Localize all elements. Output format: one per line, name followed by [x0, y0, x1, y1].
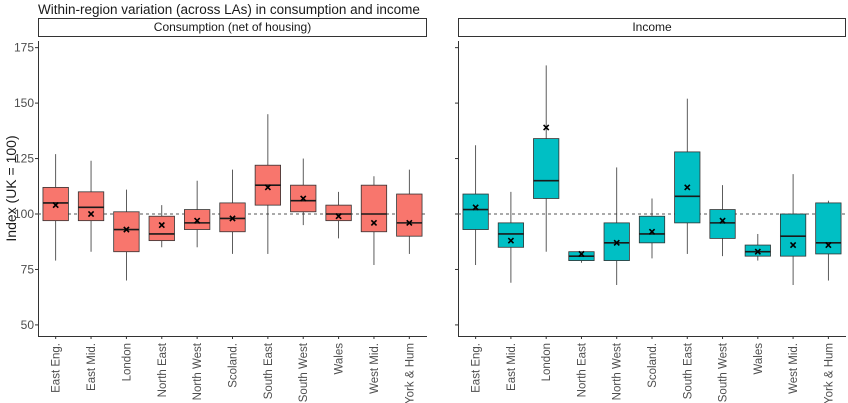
box-north-east: North East	[148, 205, 175, 397]
panel-strip-label: Income	[632, 20, 672, 34]
iqr-box	[325, 204, 352, 222]
x-tick-label: South East	[263, 342, 275, 399]
box-south-east: South East	[674, 98, 701, 399]
y-tick-label: 75	[21, 262, 35, 276]
iqr-box	[674, 151, 701, 224]
box-north-east: North East	[568, 250, 595, 397]
box-north-west: North West	[184, 180, 211, 400]
y-axis-label: Index (UK = 100)	[3, 135, 19, 241]
mean-marker	[193, 217, 201, 224]
iqr-box	[77, 191, 105, 222]
x-tick-label: South East	[682, 342, 694, 399]
mean-marker	[406, 219, 413, 227]
mean-marker	[229, 215, 236, 222]
chart-title: Within-region variation (across LAs) in …	[38, 2, 420, 17]
mean-marker	[613, 239, 620, 247]
x-tick-label: North East	[576, 342, 588, 397]
x-tick-label: Wales	[334, 343, 346, 375]
y-tick-label: 125	[14, 152, 34, 166]
box-west-mid: West Mid.	[779, 174, 807, 394]
mean-marker	[52, 201, 59, 209]
iqr-box	[709, 209, 736, 239]
x-tick-label: York & Hum	[404, 343, 416, 403]
mean-marker	[370, 219, 378, 227]
mean-marker	[472, 204, 479, 211]
mean-marker	[719, 217, 726, 224]
x-tick-label: South West	[298, 342, 310, 402]
mean-marker	[825, 241, 832, 249]
panel-income: Income East Eng. East Mid. London North East…	[455, 18, 846, 403]
box-north-west: North West	[603, 167, 630, 400]
x-tick-label: South West	[718, 342, 730, 402]
mean-marker	[123, 226, 130, 233]
mean-marker	[684, 184, 691, 191]
x-tick-label: West Mid.	[369, 343, 381, 394]
mean-marker	[335, 213, 342, 220]
box-east-mid: East Mid.	[77, 160, 105, 391]
mean-marker	[507, 237, 515, 244]
iqr-box	[497, 222, 525, 248]
iqr-box	[533, 138, 560, 199]
box-south-east: South East	[254, 114, 281, 399]
x-tick-label: London	[121, 343, 133, 381]
x-tick-label: London	[541, 343, 553, 381]
iqr-box	[113, 211, 140, 253]
x-tick-label: North West	[612, 342, 624, 400]
mean-marker	[300, 195, 307, 202]
y-tick-label: 175	[14, 41, 34, 55]
mean-marker	[578, 250, 585, 258]
box-east-mid: East Mid.	[497, 191, 525, 391]
box-east-eng: East Eng.	[42, 154, 69, 393]
iqr-box	[148, 215, 175, 242]
panel-strip	[38, 18, 427, 37]
box-york-hum: York & Hum	[396, 169, 423, 403]
box-south-west: South West	[709, 185, 736, 402]
x-tick-label: East Mid.	[86, 343, 98, 391]
x-tick-label: Scoland.	[647, 343, 659, 388]
box-scoland: Scoland.	[638, 198, 666, 388]
box-york-hum: York & Hum	[815, 200, 842, 403]
box-wales: Wales	[744, 233, 771, 375]
mean-marker	[543, 124, 550, 131]
box-south-west: South West	[290, 158, 317, 402]
iqr-box	[462, 193, 489, 230]
iqr-box	[360, 184, 388, 233]
iqr-box	[779, 213, 807, 257]
x-tick-label: East Eng.	[51, 343, 63, 393]
box-wales: Wales	[325, 191, 352, 375]
panel-consumption: Consumption (net of housing) East Eng. Eas…	[35, 18, 427, 403]
x-tick-label: Scoland.	[228, 343, 240, 388]
box-scoland: Scoland.	[219, 169, 246, 388]
iqr-box	[815, 202, 842, 255]
x-tick-label: West Mid.	[788, 343, 800, 394]
x-tick-label: Wales	[753, 343, 765, 375]
box-east-eng: East Eng.	[462, 145, 489, 393]
y-tick-label: 150	[14, 96, 34, 110]
mean-marker	[87, 210, 95, 218]
panel-strip-label: Consumption (net of housing)	[154, 20, 311, 34]
iqr-box	[638, 215, 666, 244]
y-tick-label: 50	[21, 318, 35, 332]
box-london: London	[113, 189, 140, 381]
panel-strip	[458, 18, 846, 37]
x-tick-label: North West	[192, 342, 204, 400]
mean-marker	[789, 241, 797, 249]
iqr-box	[396, 193, 423, 237]
x-tick-label: York & Hum	[823, 343, 835, 403]
mean-marker	[264, 184, 272, 191]
x-tick-label: East Mid.	[506, 343, 518, 391]
box-west-mid: West Mid.	[360, 176, 388, 394]
mean-marker	[158, 221, 165, 229]
mean-marker	[648, 228, 656, 235]
y-tick-label: 100	[14, 207, 34, 221]
x-tick-label: East Eng.	[471, 343, 483, 393]
x-tick-label: North East	[157, 342, 169, 397]
box-london: London	[533, 65, 560, 381]
mean-marker	[754, 248, 761, 255]
